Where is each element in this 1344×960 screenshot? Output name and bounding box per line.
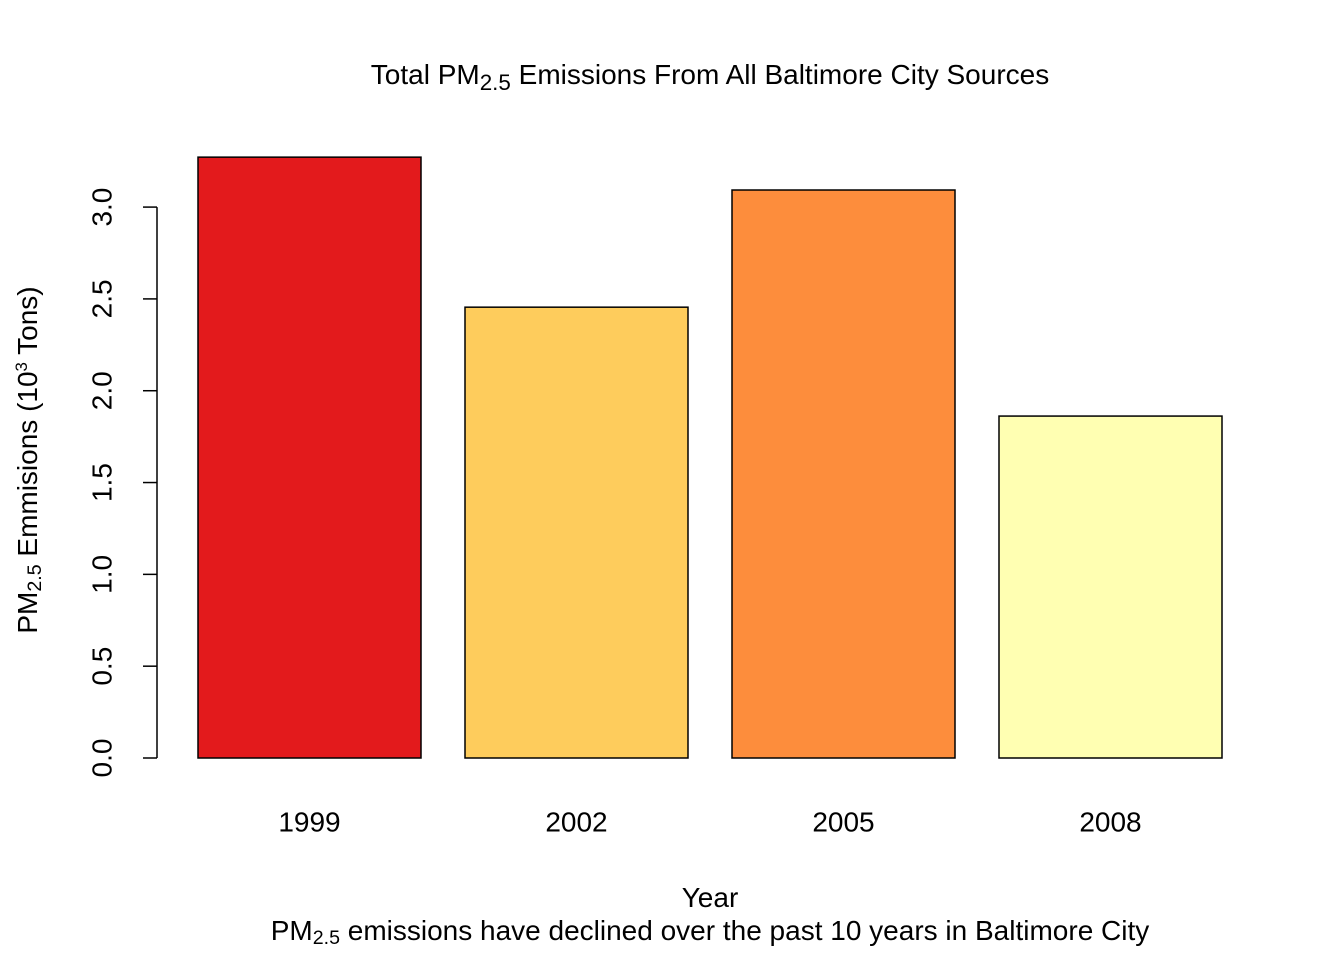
bar [731, 189, 956, 759]
y-axis-label: PM2.5 Emmisions (103 Tons) [12, 286, 46, 633]
y-tick-label: 2.5 [86, 279, 117, 318]
x-axis-label: Year [682, 882, 739, 913]
x-tick-label: 2002 [545, 806, 607, 837]
bar [998, 415, 1223, 759]
x-tick-label: 2005 [812, 806, 874, 837]
x-tick-label: 2008 [1079, 806, 1141, 837]
chart-subtitle: PM2.5 emissions have declined over the p… [271, 915, 1150, 949]
y-tick-label: 1.5 [86, 463, 117, 502]
chart-subtitle-part: 2.5 [313, 927, 340, 949]
y-axis-label-part: 2.5 [24, 564, 46, 591]
y-tick-label: 1.0 [86, 555, 117, 594]
bar [464, 306, 689, 759]
y-axis-label-part: PM [12, 592, 43, 634]
y-axis-label-part: Emmisions (10 [12, 371, 43, 564]
chart-subtitle-part: PM [271, 915, 313, 946]
chart-title: Total PM2.5 Emissions From All Baltimore… [371, 59, 1049, 94]
chart-title-part: Emissions From All Baltimore City Source… [511, 59, 1049, 90]
chart-title-part: Total PM [371, 59, 480, 90]
x-tick-label: 1999 [278, 806, 340, 837]
y-axis-label-part: Tons) [12, 286, 43, 362]
chart-title-part: 2.5 [480, 70, 511, 95]
x-axis-label-part: Year [682, 882, 739, 913]
chart-subtitle-part: emissions have declined over the past 10… [340, 915, 1149, 946]
y-tick-label: 3.0 [86, 188, 117, 227]
y-axis-label-part: 3 [12, 362, 31, 371]
y-tick-label: 2.0 [86, 371, 117, 410]
y-tick-label: 0.0 [86, 739, 117, 778]
y-tick-label: 0.5 [86, 647, 117, 686]
bar [197, 156, 422, 759]
